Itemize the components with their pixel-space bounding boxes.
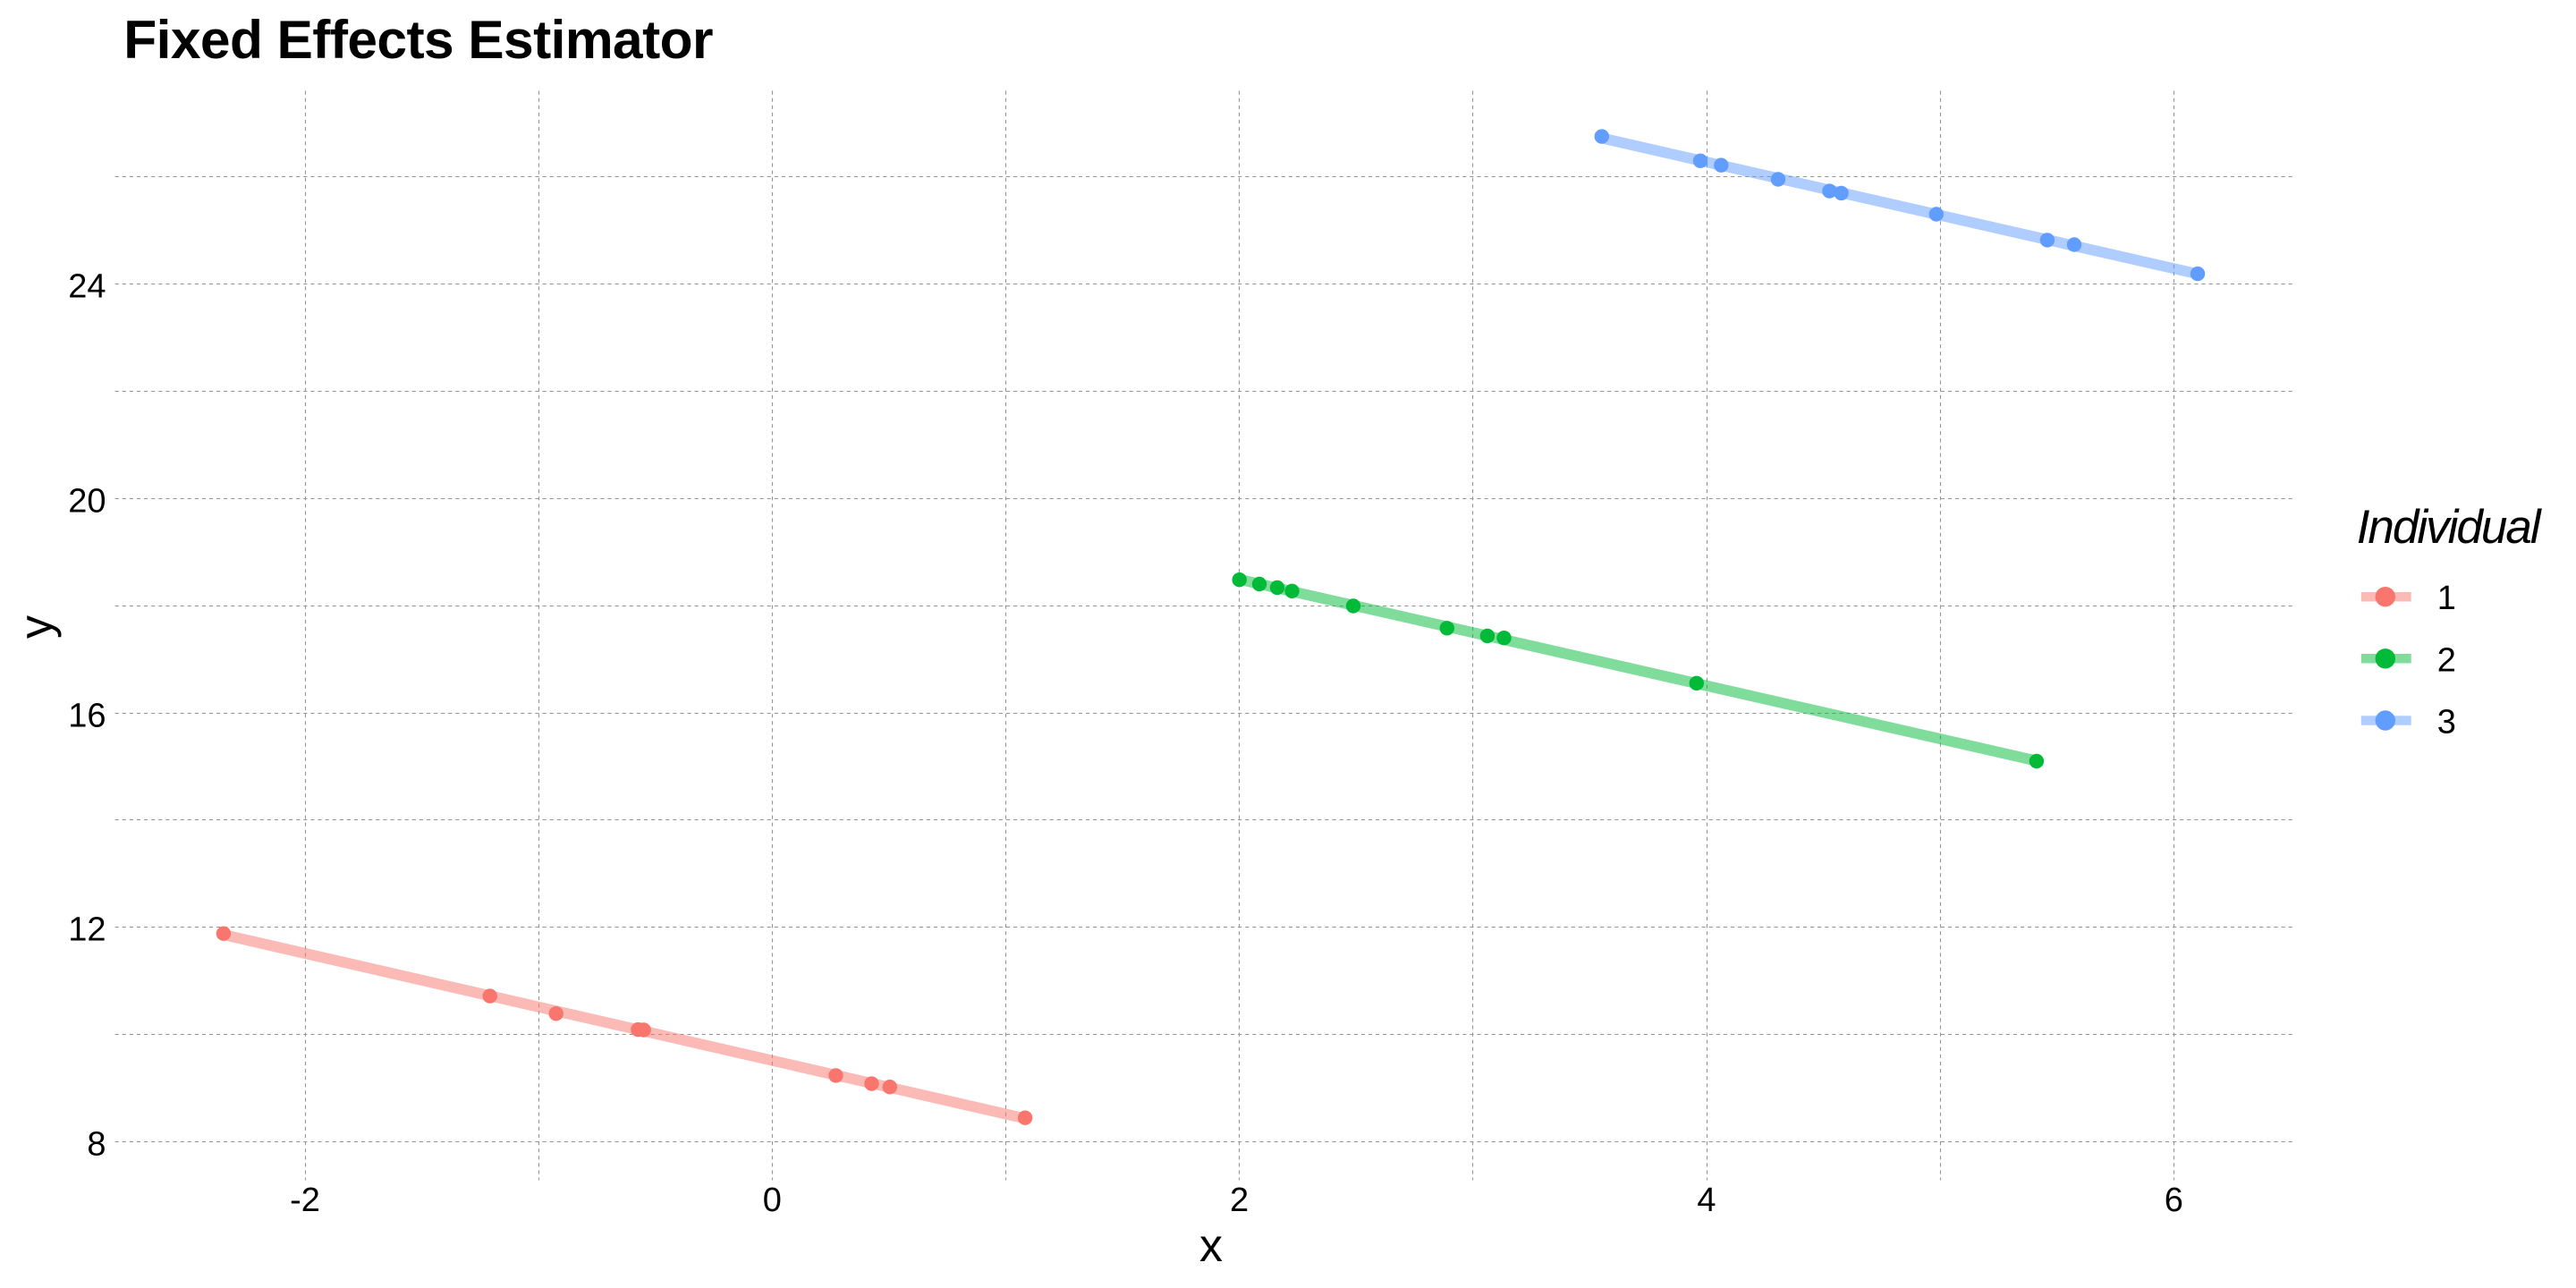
svg-text:2: 2 [2437, 641, 2456, 679]
svg-text:24: 24 [68, 268, 106, 306]
svg-text:6: 6 [2165, 1182, 2183, 1219]
svg-text:1: 1 [2437, 580, 2456, 617]
svg-text:-2: -2 [290, 1182, 320, 1219]
svg-text:0: 0 [763, 1182, 782, 1219]
svg-text:16: 16 [68, 698, 106, 735]
svg-text:3: 3 [2437, 703, 2456, 741]
svg-text:2: 2 [1230, 1182, 1249, 1219]
svg-text:Individual: Individual [2357, 501, 2542, 554]
svg-text:y: y [11, 615, 63, 639]
svg-text:20: 20 [68, 483, 106, 521]
svg-text:Fixed Effects Estimator: Fixed Effects Estimator [123, 9, 713, 70]
svg-text:8: 8 [87, 1126, 106, 1164]
svg-text:4: 4 [1697, 1182, 1716, 1219]
svg-text:x: x [1199, 1220, 1223, 1272]
svg-text:12: 12 [68, 911, 106, 949]
